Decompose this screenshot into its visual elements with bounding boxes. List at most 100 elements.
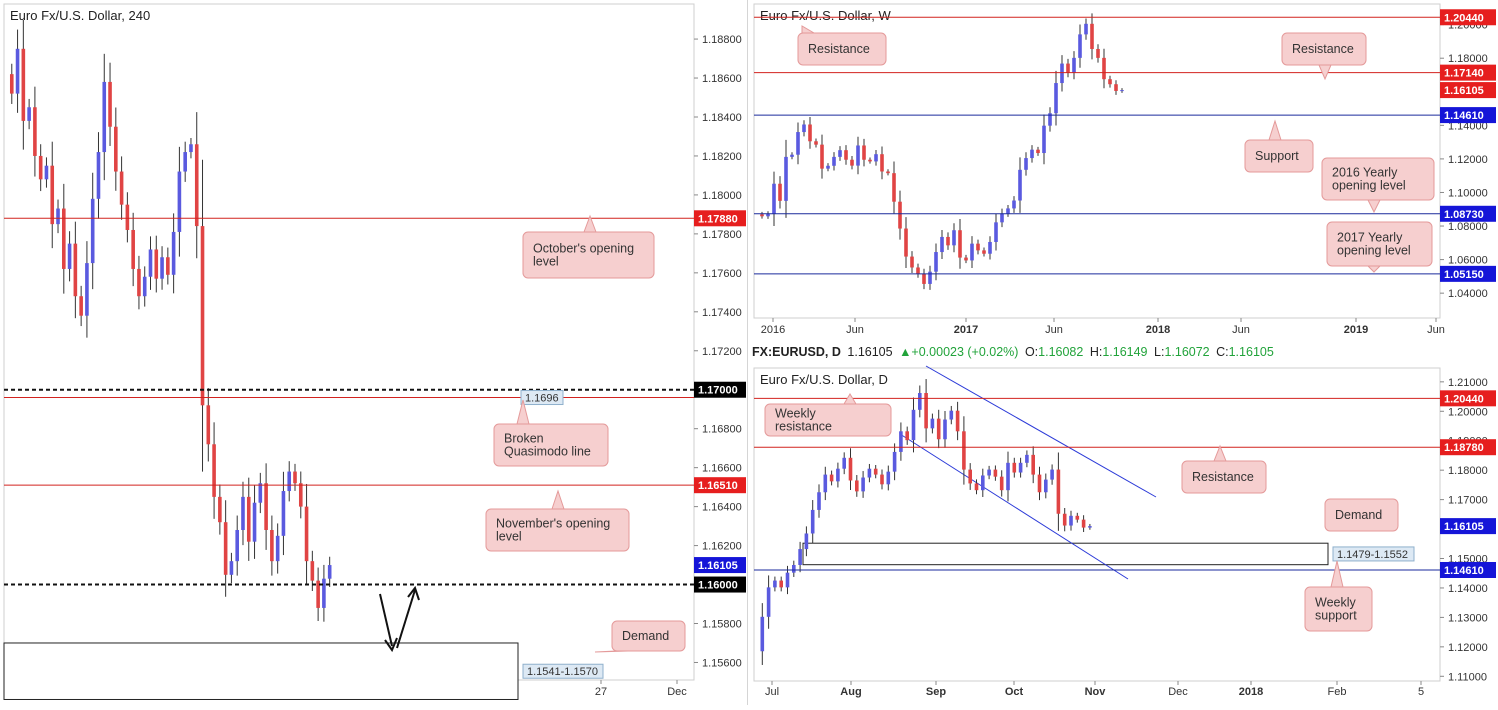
h4-ytick-label: 1.18800: [702, 34, 742, 46]
weekly-candle-body: [1024, 158, 1028, 170]
h4-ytick-label: 1.18000: [702, 190, 742, 202]
h4-candle-body: [9, 74, 14, 94]
h4-demand-zone: [3, 642, 519, 700]
h4-ytick-label: 1.17400: [702, 307, 742, 319]
daily-candle-body: [773, 580, 777, 588]
h4-candle-body: [148, 249, 153, 277]
weekly-price-tag-label: 1.05150: [1444, 269, 1484, 281]
daily-callout-text: Resistance: [1192, 470, 1254, 484]
weekly-ytick-label: 1.04000: [1448, 288, 1488, 300]
h4-candle-body: [44, 165, 49, 180]
h4-candle-body: [90, 198, 95, 264]
h4-ytick-label: 1.16400: [702, 502, 742, 514]
daily-candle-body: [962, 431, 966, 470]
h4-up-arrow-head: [407, 585, 420, 601]
h4-price-tag-label: 1.16510: [698, 480, 738, 492]
h4-candle-body: [218, 496, 222, 523]
h4-candle-body: [223, 522, 228, 575]
daily-candle-body: [899, 431, 903, 452]
weekly-candle-body: [790, 154, 794, 157]
daily-candle-body: [880, 474, 884, 485]
weekly-candle-body: [1078, 34, 1082, 58]
daily-channel-lower-line: [899, 433, 1129, 580]
daily-ytick-label: 1.20000: [1448, 406, 1488, 418]
daily-candle-body: [981, 475, 985, 491]
h4-xtick-label: 27: [595, 686, 607, 698]
daily-candle-body: [993, 469, 998, 477]
weekly-candle-body: [874, 154, 878, 162]
h4-chart-title: Euro Fx/U.S. Dollar, 240: [10, 8, 150, 23]
weekly-price-tag: [1440, 82, 1496, 99]
daily-chart[interactable]: Euro Fx/U.S. Dollar, D1.210001.200001.19…: [750, 364, 1498, 705]
h4-candle-body: [194, 144, 199, 227]
daily-price-tag-label: 1.18780: [1444, 442, 1484, 454]
daily-zone-label-box: [1332, 546, 1415, 562]
daily-candle-body: [848, 457, 853, 481]
daily-candle-body: [924, 393, 928, 429]
symbol-info-bar: FX:EURUSD, D 1.16105 ▲+0.00023 (+0.02%) …: [752, 342, 1498, 362]
daily-candle-body: [911, 409, 916, 441]
weekly-chart[interactable]: Euro Fx/U.S. Dollar, W1.200001.180001.16…: [750, 0, 1498, 340]
weekly-candle-body: [1108, 79, 1112, 85]
weekly-candle-body: [766, 213, 770, 217]
h4-candle-body: [212, 444, 216, 497]
weekly-candle-body: [934, 252, 938, 272]
daily-xtick-label: 2018: [1239, 686, 1263, 698]
weekly-xtick-label: Jun: [1427, 324, 1445, 336]
weekly-xtick-label: Jun: [846, 324, 864, 336]
weekly-candle-body: [1030, 149, 1034, 159]
weekly-candle-body: [1042, 125, 1046, 154]
h4-candle-body: [264, 483, 268, 530]
h4-candle-body: [287, 471, 292, 492]
daily-candle-body: [836, 468, 840, 482]
weekly-ytick-label: 1.14000: [1448, 120, 1488, 132]
daily-candle-body: [855, 480, 859, 492]
weekly-callout-box: [1321, 157, 1435, 201]
daily-demand-zone: [802, 542, 1329, 566]
daily-chart-title: Euro Fx/U.S. Dollar, D: [760, 372, 888, 387]
daily-candle-body: [886, 471, 891, 485]
daily-ytick-label: 1.12000: [1448, 642, 1488, 654]
weekly-candle-body: [1090, 23, 1094, 49]
h4-candle-body: [189, 144, 193, 153]
weekly-candle-body: [910, 256, 914, 268]
high-label: H:: [1089, 345, 1103, 359]
h4-zone-label-box: [522, 663, 604, 679]
h4-callout-box: [611, 620, 686, 652]
weekly-price-tag-label: 1.17140: [1444, 68, 1484, 80]
daily-price-tag: [1440, 439, 1496, 456]
weekly-callout-text: Resistance: [1292, 42, 1354, 56]
open-label: O:: [1024, 345, 1039, 359]
daily-candle-body: [1081, 519, 1086, 528]
h4-candle-body: [275, 535, 280, 562]
daily-candle-body: [779, 580, 783, 588]
weekly-candle-body: [958, 230, 962, 258]
daily-candle-body: [905, 431, 909, 441]
daily-candle-body: [1069, 515, 1073, 526]
daily-price-tag: [1440, 518, 1496, 535]
weekly-callout-box: [1244, 139, 1314, 173]
daily-candle-body: [1056, 469, 1061, 514]
weekly-candle-body: [820, 144, 824, 169]
h4-ytick-label: 1.16200: [702, 541, 742, 553]
h4-candle-body: [258, 483, 263, 503]
weekly-candle-body: [970, 243, 974, 261]
h4-candle-body: [62, 208, 66, 269]
weekly-candle-body: [802, 124, 806, 133]
weekly-candle-body: [1066, 63, 1070, 73]
last-price: 1.16105: [847, 345, 893, 359]
daily-callout-text: Demand: [1335, 508, 1382, 522]
h4-candle-body: [85, 263, 89, 316]
daily-candle-body: [1050, 469, 1054, 480]
h4-ytick-label: 1.15800: [702, 619, 742, 631]
h4-chart[interactable]: Euro Fx/U.S. Dollar, 240 1.18800 1.18600 1.…: [0, 0, 748, 705]
weekly-candle-body: [838, 150, 842, 157]
weekly-xtick-label: 2019: [1344, 324, 1368, 336]
weekly-candle-body: [784, 156, 788, 201]
h4-ytick-label: 1.17800: [702, 229, 742, 241]
daily-ytick-label: 1.17000: [1448, 495, 1488, 507]
h4-candle-body: [327, 565, 332, 579]
daily-callout-box: [1324, 498, 1399, 532]
h4-ytick-label: 1.18600: [702, 73, 742, 85]
daily-candle-body: [1037, 474, 1042, 493]
